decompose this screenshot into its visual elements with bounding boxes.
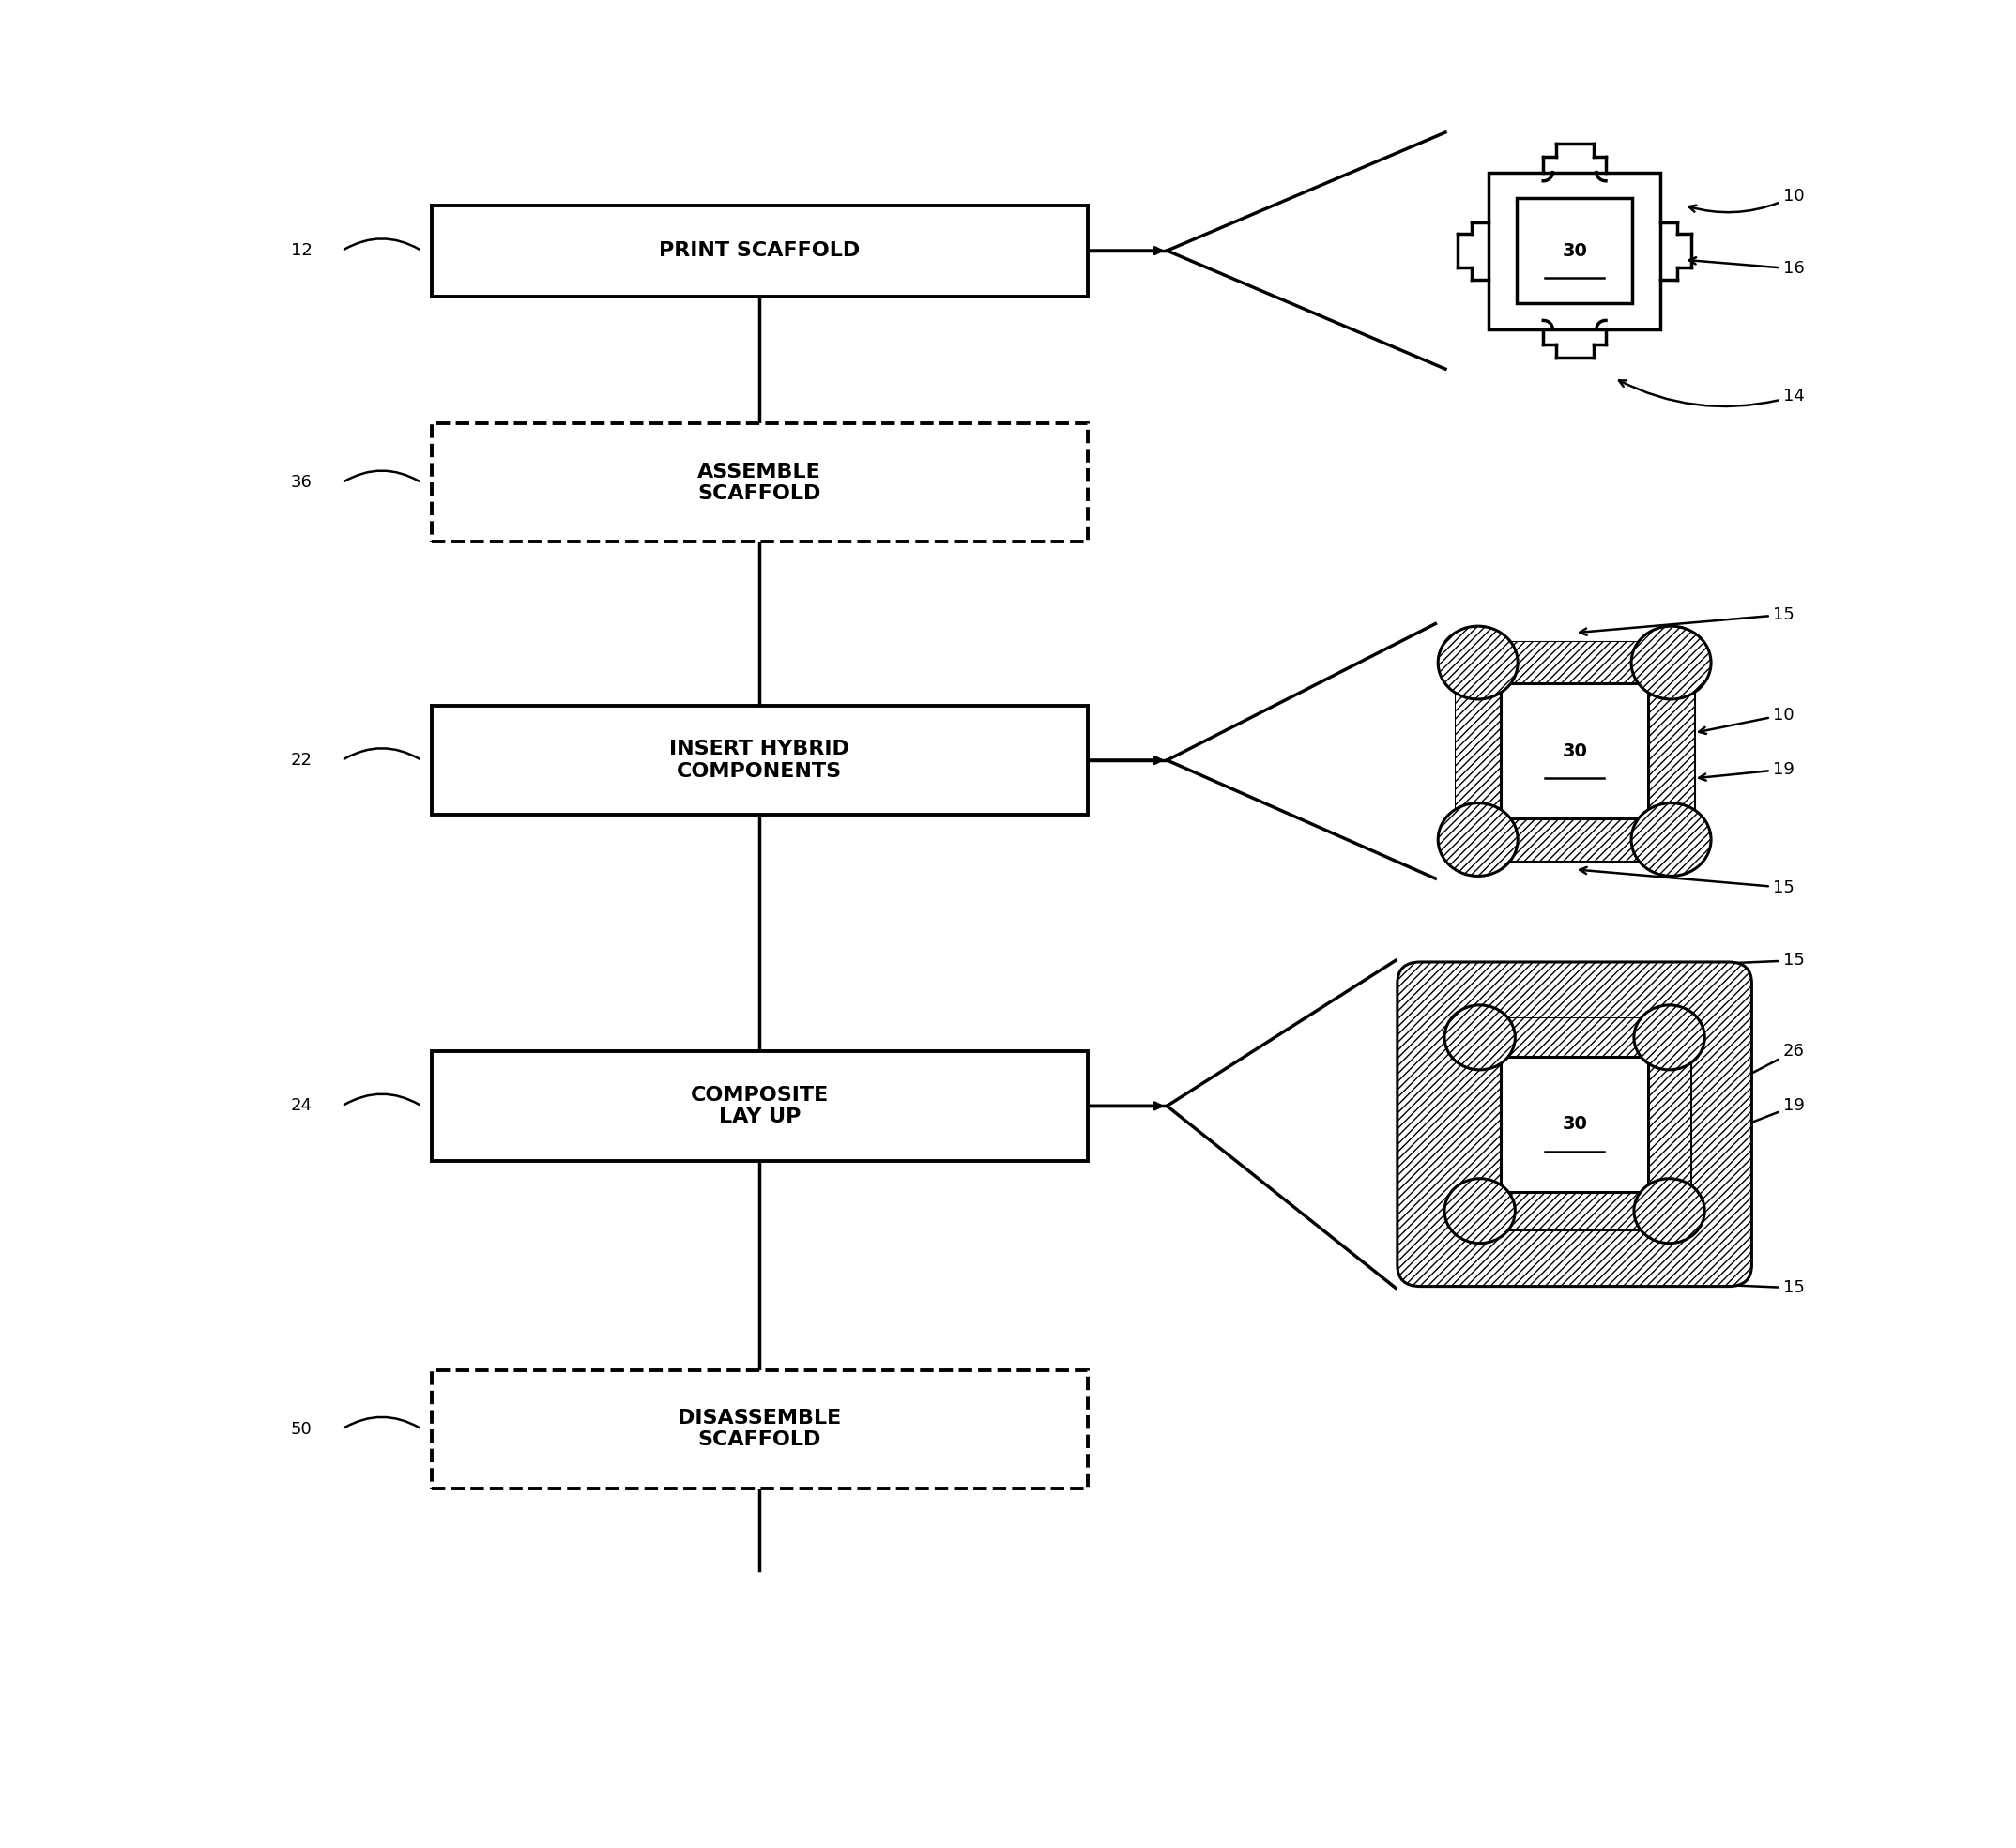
Text: 30: 30	[1562, 242, 1587, 259]
Bar	[1649, 1057, 1689, 1192]
Text: COMPOSITE
LAY UP: COMPOSITE LAY UP	[689, 1087, 829, 1125]
Bar	[431, 1052, 1087, 1161]
Text: 16: 16	[1689, 257, 1804, 277]
Bar	[431, 706, 1087, 815]
Text: 10: 10	[1699, 706, 1794, 734]
Text: 36: 36	[290, 475, 312, 492]
Circle shape	[1633, 1179, 1706, 1244]
Text: INSERT HYBRID
COMPONENTS: INSERT HYBRID COMPONENTS	[669, 739, 849, 780]
Text: 30: 30	[1562, 1114, 1587, 1133]
Text: 15: 15	[1591, 1275, 1804, 1297]
Bar	[1500, 1192, 1649, 1231]
Text: 50: 50	[290, 1421, 312, 1438]
Bar	[1500, 1018, 1649, 1057]
Circle shape	[1443, 1179, 1516, 1244]
Bar	[1500, 819, 1649, 861]
Text: 15: 15	[1581, 606, 1794, 636]
Text: 22: 22	[290, 752, 312, 769]
Circle shape	[1631, 626, 1712, 699]
Circle shape	[1437, 804, 1518, 876]
Text: 26: 26	[1728, 1042, 1804, 1085]
Text: 15: 15	[1591, 952, 1804, 972]
Bar	[1500, 684, 1649, 819]
Text: 15: 15	[1581, 867, 1794, 896]
Circle shape	[1633, 1005, 1706, 1070]
Bar	[431, 423, 1087, 541]
FancyBboxPatch shape	[1397, 963, 1752, 1286]
Text: PRINT SCAFFOLD: PRINT SCAFFOLD	[659, 242, 861, 261]
Bar	[1456, 641, 1693, 861]
Bar	[1518, 198, 1631, 303]
Bar	[1460, 1057, 1500, 1192]
Bar	[1460, 1018, 1689, 1231]
Bar	[1500, 641, 1649, 684]
Circle shape	[1443, 1005, 1516, 1070]
Bar	[431, 205, 1087, 296]
Text: ASSEMBLE
SCAFFOLD: ASSEMBLE SCAFFOLD	[698, 462, 821, 503]
Bar	[1490, 172, 1659, 329]
Text: 24: 24	[290, 1098, 312, 1114]
Circle shape	[1631, 804, 1712, 876]
Text: 19: 19	[1699, 761, 1794, 780]
Text: 14: 14	[1619, 381, 1804, 407]
Bar	[1649, 684, 1693, 819]
Bar	[1456, 684, 1500, 819]
Text: 30: 30	[1562, 743, 1587, 760]
Bar	[1500, 1057, 1649, 1192]
Bar	[431, 1369, 1087, 1488]
Text: 19: 19	[1728, 1098, 1804, 1133]
Circle shape	[1437, 626, 1518, 699]
Text: DISASSEMBLE
SCAFFOLD: DISASSEMBLE SCAFFOLD	[677, 1408, 841, 1449]
Text: 10: 10	[1689, 188, 1804, 213]
Text: 12: 12	[290, 242, 312, 259]
